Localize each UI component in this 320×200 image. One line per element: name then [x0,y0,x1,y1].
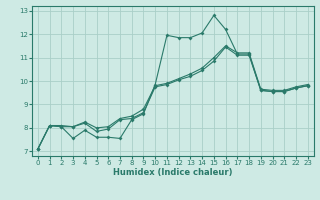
X-axis label: Humidex (Indice chaleur): Humidex (Indice chaleur) [113,168,233,177]
